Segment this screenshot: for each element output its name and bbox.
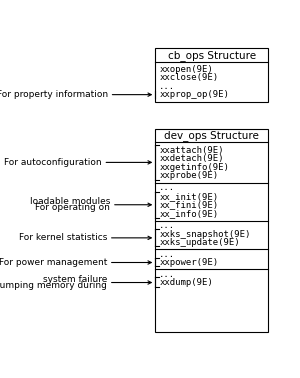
Text: xxks_snapshot(9E): xxks_snapshot(9E) — [159, 229, 250, 239]
Text: xxclose(9E): xxclose(9E) — [159, 73, 218, 82]
Text: xxattach(9E): xxattach(9E) — [159, 146, 224, 155]
Text: system failure: system failure — [43, 275, 107, 284]
Text: xxopen(9E): xxopen(9E) — [159, 65, 213, 74]
Text: For kernel statistics: For kernel statistics — [19, 233, 107, 242]
Text: loadable modules: loadable modules — [30, 197, 110, 206]
Text: dev_ops Structure: dev_ops Structure — [164, 130, 259, 141]
Text: xxgetinfo(9E): xxgetinfo(9E) — [159, 163, 229, 172]
Text: xxprobe(9E): xxprobe(9E) — [159, 171, 218, 180]
Text: xxdetach(9E): xxdetach(9E) — [159, 154, 224, 163]
Text: xx_fini(9E): xx_fini(9E) — [159, 200, 218, 209]
Text: xxpower(9E): xxpower(9E) — [159, 258, 218, 267]
Text: For operating on: For operating on — [35, 203, 110, 212]
Text: ...: ... — [159, 270, 175, 279]
Text: xxdump(9E): xxdump(9E) — [159, 278, 213, 287]
Text: ...: ... — [159, 183, 175, 192]
Text: ...: ... — [159, 82, 175, 91]
Bar — [155, 48, 268, 102]
Text: ...: ... — [159, 221, 175, 230]
Text: xx_info(9E): xx_info(9E) — [159, 209, 218, 218]
Text: For dumping memory during: For dumping memory during — [0, 281, 107, 290]
Text: ...: ... — [159, 249, 175, 259]
Text: For property information: For property information — [0, 90, 108, 99]
Text: xxks_update(9E): xxks_update(9E) — [159, 238, 240, 247]
Text: xxprop_op(9E): xxprop_op(9E) — [159, 90, 229, 99]
Text: xx_init(9E): xx_init(9E) — [159, 192, 218, 201]
Text: For autoconfiguration: For autoconfiguration — [4, 158, 102, 167]
Bar — [155, 129, 268, 332]
Text: cb_ops Structure: cb_ops Structure — [168, 50, 256, 61]
Text: For power management: For power management — [0, 258, 107, 267]
